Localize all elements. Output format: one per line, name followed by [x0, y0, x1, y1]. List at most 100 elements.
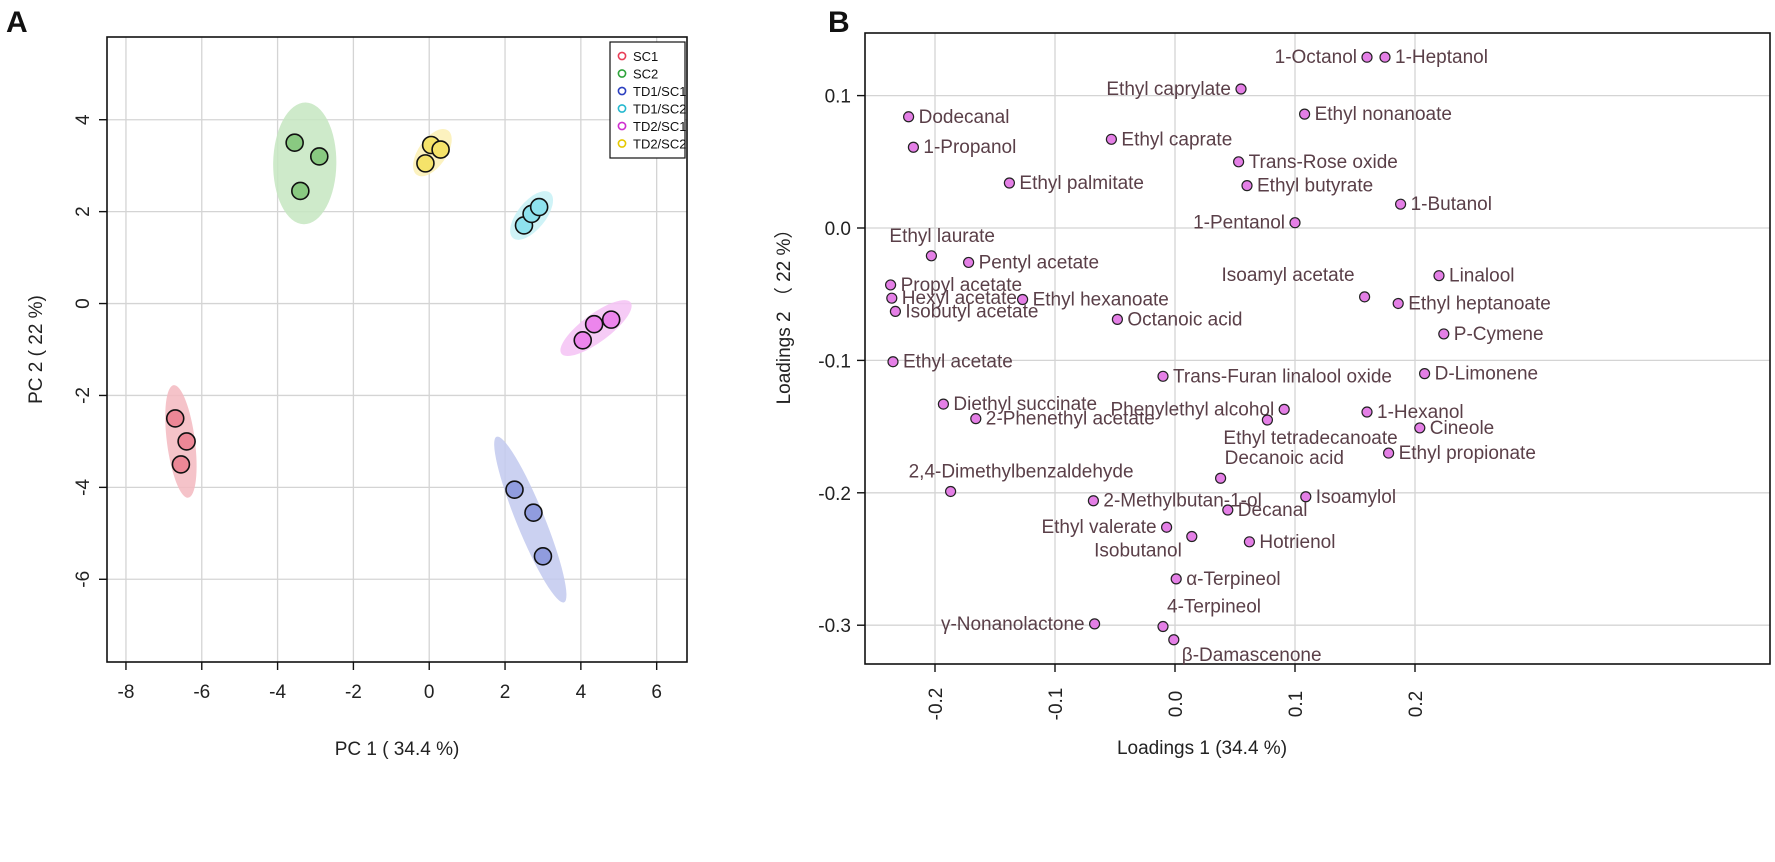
ellipse-sc2 [273, 102, 337, 225]
loading-label: Decanoic acid [1225, 448, 1344, 469]
loading-label: 1-Pentanol [1193, 213, 1285, 234]
legend-marker [617, 51, 627, 61]
loading-label: γ-Nonanolactone [941, 614, 1085, 635]
legend-marker [617, 121, 627, 131]
loading-label: 1-Butanol [1411, 194, 1492, 215]
loading-label: β-Damascenone [1182, 645, 1322, 666]
loading-label: Trans-Furan linalool oxide [1173, 366, 1392, 387]
legend-marker [617, 104, 627, 113]
loading-point [1088, 618, 1101, 630]
loading-point [1433, 270, 1445, 282]
score-point-sc1 [165, 409, 185, 428]
score-point-td1-sc1 [505, 480, 524, 499]
loading-label: Ethyl acetate [903, 352, 1013, 373]
loading-point [1261, 414, 1274, 426]
legend-label: TD1/SC2 [633, 102, 686, 117]
loading-label: Isobutanol [1094, 540, 1182, 561]
loading-point [937, 398, 950, 410]
pca-scores-plot: -8 -6 -4 -2 0 2 4 6 -6 -4 -2 0 2 4 SC1 SC2 TD1/SC1 TD1/SC… [26, 36, 688, 760]
legend-label: SC2 [633, 67, 658, 82]
loading-label: 2,4-Dimethylbenzaldehyde [909, 461, 1134, 482]
loading-label: 2-Phenethyl acetate [986, 409, 1155, 430]
loading-label: Linalool [1449, 266, 1515, 287]
y-tick-label: 0.0 [825, 219, 851, 240]
score-point-td2-sc1 [573, 331, 593, 350]
loading-label: Ethyl butyrate [1257, 176, 1373, 197]
loading-point [1157, 370, 1169, 382]
x-tick-label: 0 [424, 682, 435, 703]
loading-label: α-Terpineol [1186, 569, 1280, 590]
loadings-plot: -0.2 -0.1 0.0 0.1 0.2 -0.3 -0.2 -0.1 0.0 0.1 1-Oct… [773, 32, 1771, 759]
loading-point [1170, 573, 1182, 585]
loading-label: Trans-Rose oxide [1249, 152, 1398, 173]
loading-point [925, 250, 938, 262]
loading-point [1232, 156, 1245, 168]
score-point-td1-sc2 [529, 197, 549, 217]
x-tick-label: 2 [500, 682, 511, 703]
y-tick-label: 4 [73, 114, 94, 125]
loading-label: 1-Propanol [923, 137, 1016, 158]
x-tick-label: -8 [118, 682, 135, 703]
loading-label: Diethyl succinate [953, 394, 1097, 415]
plot-frame-b [864, 32, 1771, 665]
score-point-sc2 [291, 181, 310, 201]
loading-point [1087, 495, 1100, 507]
loading-label: 4-Terpineol [1167, 597, 1261, 618]
loading-label: Octanoic acid [1127, 309, 1242, 330]
loading-label: Phenylethyl alcohol [1110, 399, 1274, 420]
x-tick-label: 4 [576, 682, 587, 703]
loading-label: Hexyl acetate [902, 288, 1017, 309]
loading-label: Ethyl caprylate [1106, 79, 1231, 100]
plot-frame-a [106, 36, 688, 663]
loading-label: Cineole [1430, 418, 1494, 439]
loading-point [907, 141, 920, 153]
loading-point [1379, 51, 1391, 63]
legend-marker [617, 139, 627, 148]
loading-point [1289, 217, 1301, 229]
loading-point [1016, 293, 1029, 306]
legend-label: TD2/SC2 [633, 137, 686, 152]
x-axis-title: Loadings 1 (34.4 %) [1117, 738, 1287, 759]
score-point-td1-sc1 [524, 503, 543, 522]
loading-label: Propyl acetate [901, 275, 1022, 296]
loading-point [889, 305, 902, 318]
y-axis-title: PC 2 ( 22 %) [26, 295, 47, 404]
y-axis-title: Loadings 2 （ 22 %） [773, 220, 795, 405]
loading-point [902, 111, 915, 123]
loading-label: D-Limonene [1435, 364, 1539, 385]
loading-point [944, 485, 957, 498]
loading-point [1214, 472, 1227, 484]
x-tick-label: 0.2 [1406, 691, 1427, 717]
loading-label: Ethyl nonanoate [1315, 104, 1452, 125]
loading-point [884, 279, 897, 291]
x-tick-label: 0.1 [1286, 691, 1307, 717]
score-point-td2-sc2 [416, 154, 435, 173]
loading-label: Ethyl valerate [1041, 517, 1156, 538]
x-tick-label: -6 [193, 682, 210, 703]
y-tick-label: 0.1 [825, 87, 851, 108]
x-axis-title: PC 1 ( 34.4 %) [335, 739, 460, 760]
x-tick-label: -2 [345, 682, 362, 703]
y-tick-label: -0.2 [818, 484, 851, 505]
loading-point [1414, 422, 1426, 434]
loading-point [1382, 447, 1395, 459]
loading-point [1241, 180, 1253, 192]
loading-label: Ethyl heptanoate [1408, 293, 1551, 314]
score-point-sc1 [171, 455, 191, 474]
loading-point [970, 413, 982, 425]
panel-b-label: B [828, 6, 850, 39]
loading-point [1300, 491, 1312, 503]
x-tick-label: 6 [651, 682, 662, 703]
score-point-sc2 [285, 133, 304, 152]
y-tick-label: 2 [73, 206, 94, 217]
loading-point [1222, 504, 1234, 516]
loading-point [1168, 634, 1180, 646]
loading-label: Isoamylol [1316, 487, 1396, 508]
loading-label: 1-Hexanol [1377, 402, 1464, 423]
loading-point [1358, 291, 1371, 303]
legend-label: TD2/SC1 [633, 119, 686, 134]
loading-label: Isoamyl acetate [1222, 265, 1355, 286]
y-tick-label: -2 [73, 387, 94, 404]
loading-point [886, 292, 898, 304]
loading-point [1105, 133, 1118, 145]
